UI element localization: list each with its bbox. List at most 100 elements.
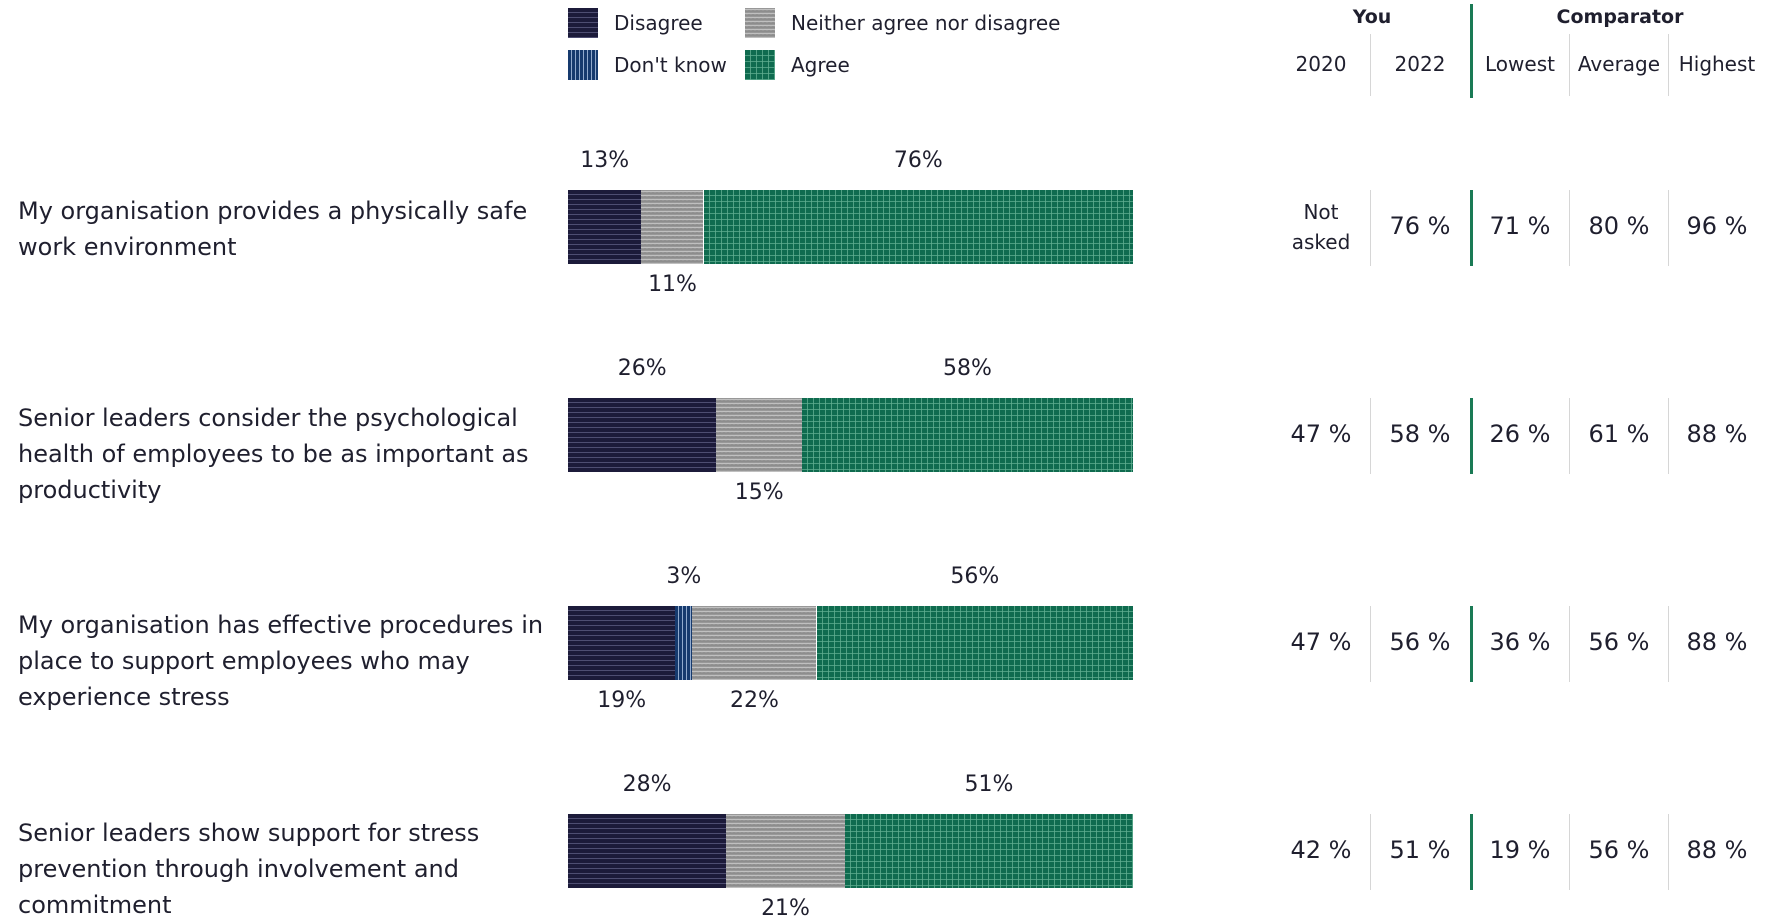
table-cell-highest: 88 % — [1686, 836, 1748, 864]
data-label-agree: 76% — [893, 148, 943, 173]
legend-label-disagree: Disagree — [614, 11, 703, 35]
column-divider — [1569, 606, 1570, 682]
neither-pattern-fill — [692, 606, 817, 680]
column-divider — [1668, 34, 1669, 96]
column-divider — [1569, 398, 1570, 474]
column-divider — [1370, 398, 1371, 474]
table-cell-y2022: 56 % — [1389, 628, 1451, 656]
disagree-pattern-fill — [568, 814, 726, 888]
data-label-dont_know: 3% — [666, 564, 702, 589]
column-divider — [1370, 814, 1371, 890]
data-label-disagree: 28% — [622, 772, 672, 797]
disagree-pattern-fill — [568, 606, 675, 680]
data-label-neither: 21% — [761, 896, 810, 921]
dont_know-pattern-fill — [675, 606, 693, 680]
bar-segment-dont_know — [675, 606, 693, 680]
agree-pattern-fill — [816, 606, 1133, 680]
bar-segment-neither — [716, 398, 803, 472]
dont_know-pattern-fill — [568, 50, 598, 80]
group-divider — [1470, 814, 1473, 890]
neither-pattern-fill — [726, 814, 846, 888]
agree-pattern-fill — [745, 50, 775, 80]
legend-label-neither: Neither agree nor disagree — [791, 11, 1061, 35]
disagree-pattern-fill — [568, 190, 641, 264]
column-header-y2022: 2022 — [1394, 52, 1446, 76]
table-cell-y2022: 76 % — [1389, 212, 1451, 240]
bar-segment-neither — [641, 190, 704, 264]
data-label-agree: 56% — [950, 564, 1000, 589]
data-label-agree: 51% — [964, 772, 1014, 797]
table-cell-highest: 96 % — [1686, 212, 1748, 240]
bar-segment-agree — [844, 814, 1133, 888]
column-divider — [1668, 814, 1669, 890]
agree-pattern-fill — [844, 814, 1133, 888]
neither-pattern-fill — [745, 8, 775, 38]
legend-swatch-dont_know — [568, 50, 598, 80]
legend-swatch-neither — [745, 8, 775, 38]
table-cell-highest: 88 % — [1686, 628, 1748, 656]
neither-pattern-fill — [716, 398, 803, 472]
column-divider — [1370, 34, 1371, 96]
column-header-lowest: Lowest — [1485, 52, 1555, 76]
question-label: Senior leaders consider the psychologica… — [18, 404, 529, 504]
header-group-you: You — [1352, 6, 1392, 28]
agree-pattern-fill — [703, 190, 1133, 264]
table-cell-y2022: 58 % — [1389, 420, 1451, 448]
agree-pattern-fill — [801, 398, 1133, 472]
disagree-pattern-fill — [568, 398, 716, 472]
column-header-highest: Highest — [1678, 52, 1756, 76]
column-divider — [1569, 34, 1570, 96]
bar-segment-agree — [801, 398, 1133, 472]
table-cell-y2020: 42 % — [1290, 836, 1352, 864]
table-cell-lowest: 71 % — [1489, 212, 1551, 240]
table-cell-y2020: 47 % — [1290, 420, 1352, 448]
question-label: My organisation provides a physically sa… — [18, 197, 528, 261]
group-divider — [1470, 398, 1473, 474]
table-cell-lowest: 36 % — [1489, 628, 1551, 656]
neither-pattern-fill — [641, 190, 704, 264]
legend-label-dont_know: Don't know — [614, 53, 727, 77]
legend-item-dont_know: Don't know — [568, 48, 727, 82]
bar-segment-neither — [726, 814, 846, 888]
bar-segment-disagree — [568, 814, 727, 888]
data-label-neither: 15% — [734, 480, 784, 505]
data-label-disagree: 19% — [597, 688, 647, 713]
legend-label-agree: Agree — [791, 53, 850, 77]
bar-segment-neither — [692, 606, 817, 680]
bar-segment-agree — [816, 606, 1133, 680]
column-divider — [1569, 190, 1570, 266]
table-cell-lowest: 19 % — [1489, 836, 1551, 864]
data-label-disagree: 13% — [580, 148, 630, 173]
group-divider — [1470, 606, 1473, 682]
bar-segment-disagree — [568, 190, 642, 264]
group-divider — [1470, 190, 1473, 266]
column-divider — [1668, 398, 1669, 474]
data-label-agree: 58% — [943, 356, 992, 381]
table-cell-average: 56 % — [1588, 836, 1650, 864]
disagree-pattern-fill — [568, 8, 598, 38]
legend-swatch-agree — [745, 50, 775, 80]
group-divider — [1470, 4, 1473, 98]
header-group-comparator: Comparator — [1556, 6, 1684, 28]
data-label-neither: 22% — [729, 688, 779, 713]
table-cell-y2020: 47 % — [1290, 628, 1352, 656]
legend-swatch-disagree — [568, 8, 598, 38]
column-divider — [1569, 814, 1570, 890]
table-cell-y2020: Not asked — [1291, 200, 1351, 254]
bar-segment-disagree — [568, 398, 717, 472]
column-divider — [1668, 190, 1669, 266]
legend-item-disagree: Disagree — [568, 6, 703, 40]
table-cell-y2022: 51 % — [1389, 836, 1451, 864]
table-cell-average: 80 % — [1588, 212, 1650, 240]
column-divider — [1668, 606, 1669, 682]
table-cell-lowest: 26 % — [1489, 420, 1551, 448]
question-label: My organisation has effective procedures… — [18, 611, 544, 711]
legend-item-agree: Agree — [745, 48, 850, 82]
table-cell-highest: 88 % — [1686, 420, 1748, 448]
question-label: Senior leaders show support for stress p… — [18, 819, 480, 919]
bar-segment-disagree — [568, 606, 676, 680]
data-label-disagree: 26% — [617, 356, 667, 381]
column-header-average: Average — [1577, 52, 1661, 76]
legend-item-neither: Neither agree nor disagree — [745, 6, 1060, 40]
column-divider — [1370, 606, 1371, 682]
